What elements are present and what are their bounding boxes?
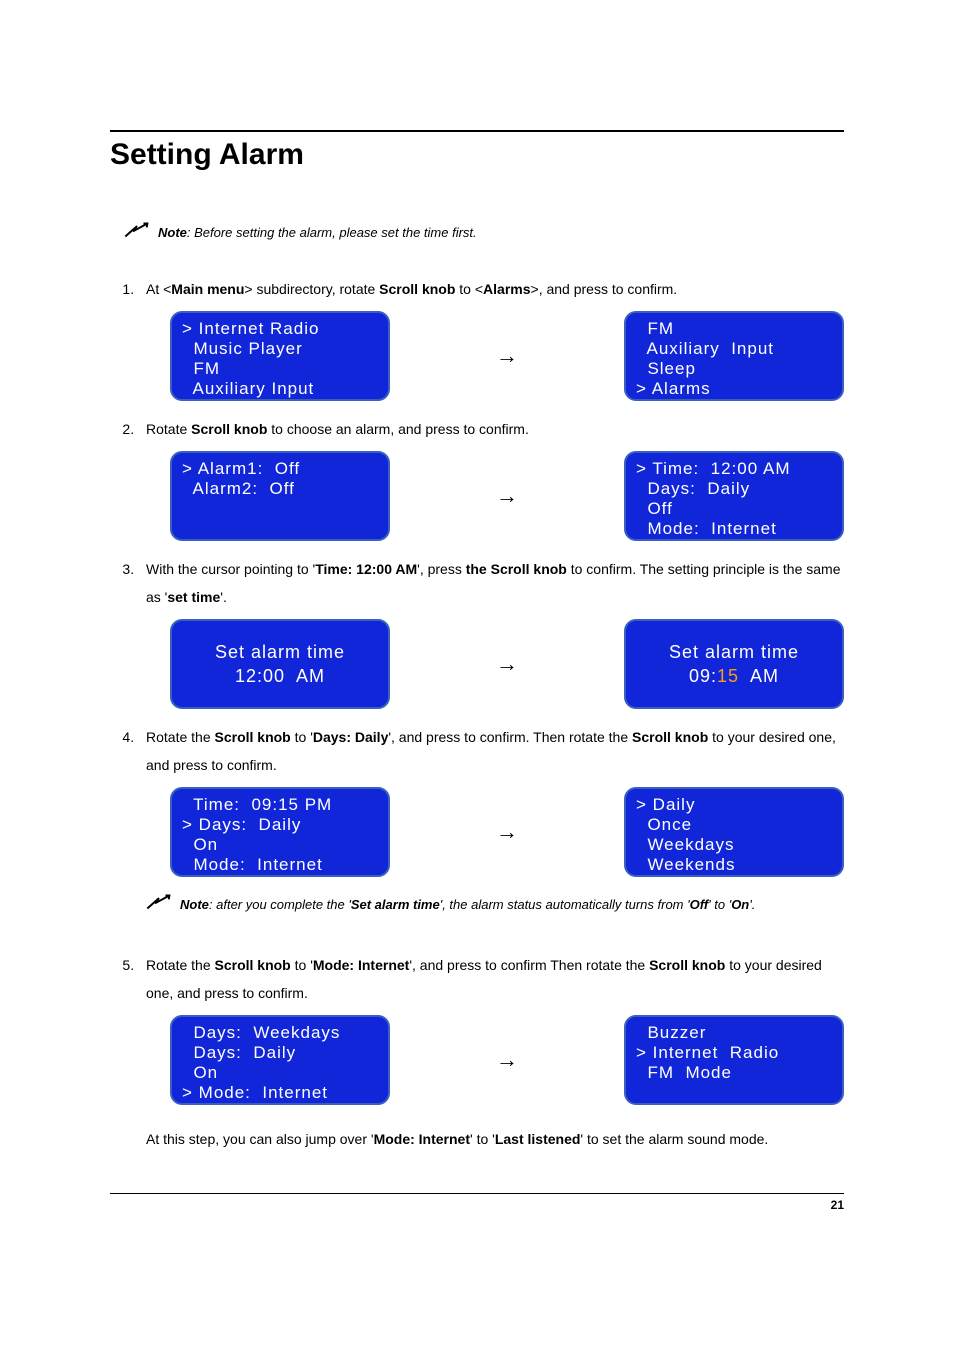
note-icon — [124, 222, 150, 243]
step-5: Rotate the Scroll knob to 'Mode: Interne… — [138, 951, 844, 1153]
page-number: 21 — [831, 1198, 844, 1212]
screen-5a: Days: Weekdays Days: Daily On> Mode: Int… — [170, 1015, 390, 1105]
step-2: Rotate Scroll knob to choose an alarm, a… — [138, 415, 844, 541]
step-1: At <Main menu> subdirectory, rotate Scro… — [138, 275, 844, 401]
screens-row-5: Days: Weekdays Days: Daily On> Mode: Int… — [170, 1015, 844, 1105]
screen-2a: > Alarm1: Off Alarm2: Off — [170, 451, 390, 541]
arrow-icon: → — [390, 1038, 624, 1082]
screen-2b: > Time: 12:00 AM Days: Daily Off Mode: I… — [624, 451, 844, 541]
screen-1b: FM Auxiliary Input Sleep> Alarms — [624, 311, 844, 401]
arrow-icon: → — [390, 810, 624, 854]
note-1: Note: Before setting the alarm, please s… — [124, 222, 844, 243]
screen-1a: > Internet Radio Music Player FM Auxilia… — [170, 311, 390, 401]
arrow-icon: → — [390, 642, 624, 686]
arrow-icon: → — [390, 474, 624, 518]
screen-5b: Buzzer> Internet Radio FM Mode — [624, 1015, 844, 1105]
step-5-tail: At this step, you can also jump over 'Mo… — [146, 1125, 844, 1153]
step-4: Rotate the Scroll knob to 'Days: Daily',… — [138, 723, 844, 919]
steps-list: At <Main menu> subdirectory, rotate Scro… — [110, 275, 844, 1153]
note-1-text: Note: Before setting the alarm, please s… — [158, 225, 477, 240]
screens-row-2: > Alarm1: Off Alarm2: Off → > Time: 12:0… — [170, 451, 844, 541]
note-2-text: Note: after you complete the 'Set alarm … — [180, 892, 755, 918]
screen-4a: Time: 09:15 PM> Days: Daily On Mode: Int… — [170, 787, 390, 877]
screen-3b: Set alarm time09:15 AM — [624, 619, 844, 709]
page-title: Setting Alarm — [110, 138, 844, 172]
screens-row-4: Time: 09:15 PM> Days: Daily On Mode: Int… — [170, 787, 844, 877]
top-rule — [110, 130, 844, 132]
screens-row-1: > Internet Radio Music Player FM Auxilia… — [170, 311, 844, 401]
page: Setting Alarm Note: Before setting the a… — [0, 0, 954, 1252]
page-footer: 21 — [110, 1193, 844, 1212]
step-3: With the cursor pointing to 'Time: 12:00… — [138, 555, 844, 709]
screen-3a: Set alarm time12:00 AM — [170, 619, 390, 709]
note-icon — [146, 891, 172, 919]
screens-row-3: Set alarm time12:00 AM → Set alarm time0… — [170, 619, 844, 709]
screen-4b: > Daily Once Weekdays Weekends — [624, 787, 844, 877]
note-2: Note: after you complete the 'Set alarm … — [146, 891, 844, 919]
arrow-icon: → — [390, 334, 624, 378]
